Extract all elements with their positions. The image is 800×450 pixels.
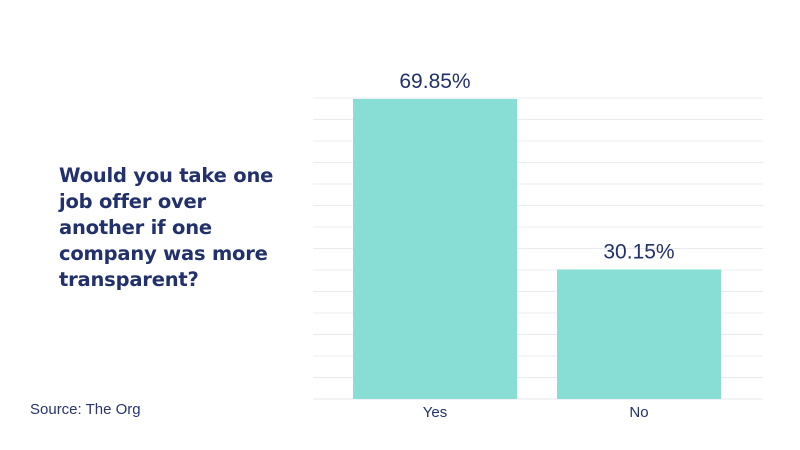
bars xyxy=(353,98,721,399)
data-labels: 69.85% 30.15% xyxy=(399,70,674,264)
bar-yes xyxy=(353,98,517,399)
data-label-yes: 69.85% xyxy=(399,70,470,93)
data-label-no: 30.15% xyxy=(603,240,674,263)
x-tick-label-no: No xyxy=(629,404,648,421)
x-axis-ticks: Yes No xyxy=(423,404,649,421)
bar-no xyxy=(557,269,721,399)
x-tick-label-yes: Yes xyxy=(423,404,447,421)
chart-question-title: Would you take one job offer over anothe… xyxy=(59,164,274,291)
source-note: Source: The Org xyxy=(30,401,141,418)
